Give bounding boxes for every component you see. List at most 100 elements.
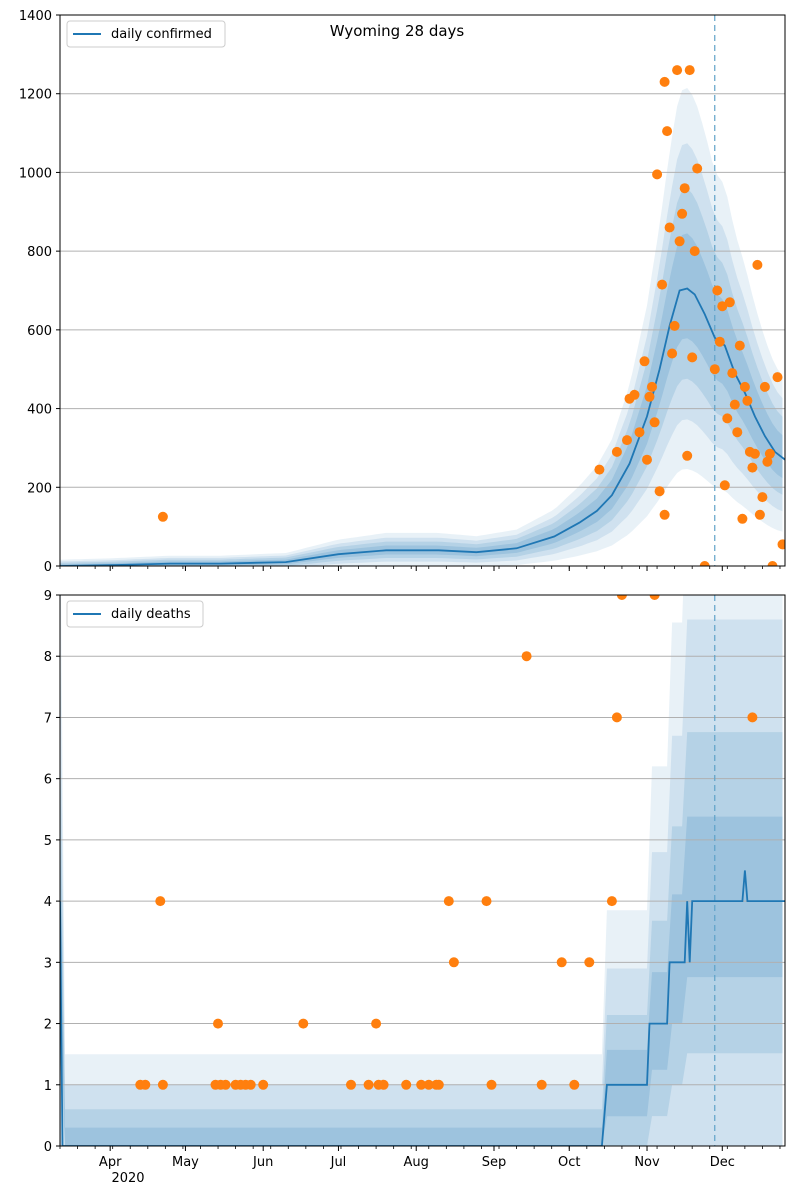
observed-point bbox=[622, 435, 632, 446]
observed-point bbox=[654, 486, 665, 497]
uncertainty-band bbox=[60, 816, 783, 1146]
legend-label: daily deaths bbox=[111, 607, 191, 622]
observed-point bbox=[699, 561, 710, 566]
observed-point bbox=[556, 957, 567, 968]
observed-point bbox=[664, 222, 675, 233]
y-tick-label: 1 bbox=[44, 1079, 52, 1094]
observed-point bbox=[346, 1079, 356, 1090]
observed-point bbox=[486, 1079, 497, 1090]
confirmed-y-axis: 0 200 400 600 800 1000 1200 1400 bbox=[19, 9, 60, 575]
observed-point bbox=[401, 1079, 412, 1090]
observed-point bbox=[245, 1079, 256, 1090]
observed-point bbox=[662, 126, 673, 137]
observed-point bbox=[521, 651, 532, 662]
observed-point bbox=[724, 297, 735, 308]
observed-point bbox=[433, 1079, 444, 1090]
observed-point bbox=[752, 259, 763, 270]
observed-point bbox=[448, 957, 459, 968]
deaths-panel: 0 1 2 3 4 5 6 7 8 9 daily deaths bbox=[44, 589, 786, 1155]
observed-point bbox=[709, 364, 720, 375]
y-tick-label: 6 bbox=[44, 773, 52, 788]
deaths-legend: daily deaths bbox=[66, 600, 204, 628]
series-line bbox=[60, 287, 785, 566]
y-tick-label: 2 bbox=[44, 1018, 52, 1033]
observed-point bbox=[689, 246, 700, 257]
observed-point bbox=[647, 381, 657, 392]
deaths-uncertainty-bands bbox=[60, 595, 783, 1146]
uncertainty-band bbox=[60, 595, 783, 1146]
observed-point bbox=[719, 480, 730, 491]
observed-point bbox=[642, 454, 652, 465]
observed-point bbox=[659, 509, 670, 520]
confirmed-panel: 0 200 400 600 800 1000 1200 1400 Wyoming 28 day… bbox=[19, 9, 786, 575]
observed-point bbox=[687, 352, 698, 363]
observed-point bbox=[378, 1079, 389, 1090]
x-tick-label: Aug bbox=[404, 1155, 429, 1170]
x-tick-label: Oct bbox=[558, 1155, 580, 1170]
x-axis-month-labels: Apr May Jun Jul Aug Sep Oct Nov Dec bbox=[99, 1155, 735, 1170]
observed-point bbox=[674, 236, 685, 247]
observed-point bbox=[737, 513, 748, 524]
observed-point bbox=[140, 1079, 151, 1090]
observed-point bbox=[213, 1018, 223, 1029]
y-tick-label: 1200 bbox=[19, 88, 52, 103]
confirmed-observed-points bbox=[157, 65, 785, 566]
y-tick-label: 1000 bbox=[19, 166, 52, 181]
observed-point bbox=[258, 1079, 269, 1090]
observed-point bbox=[734, 340, 745, 351]
y-tick-label: 0 bbox=[44, 1140, 52, 1155]
observed-point bbox=[762, 456, 773, 467]
observed-point bbox=[155, 896, 166, 907]
observed-point bbox=[659, 76, 670, 87]
observed-point bbox=[363, 1079, 374, 1090]
observed-point bbox=[754, 509, 765, 520]
x-tick-label: Dec bbox=[710, 1155, 735, 1170]
deaths-observed-points bbox=[135, 595, 758, 1090]
legend-box bbox=[66, 600, 204, 628]
x-tick-label: May bbox=[172, 1155, 199, 1170]
y-tick-label: 800 bbox=[27, 245, 52, 260]
observed-point bbox=[757, 492, 768, 503]
observed-point bbox=[616, 595, 627, 600]
confirmed-legend: daily confirmed bbox=[66, 20, 226, 48]
confirmed-line bbox=[60, 287, 785, 566]
observed-point bbox=[220, 1079, 231, 1090]
observed-point bbox=[569, 1079, 580, 1090]
deaths-line bbox=[60, 870, 785, 1146]
observed-point bbox=[677, 208, 688, 219]
y-tick-label: 4 bbox=[44, 895, 52, 910]
observed-point bbox=[481, 896, 492, 907]
observed-point bbox=[682, 450, 693, 461]
observed-point bbox=[714, 336, 725, 347]
uncertainty-band bbox=[60, 619, 783, 1146]
observed-point bbox=[423, 1079, 434, 1090]
x-tick-label: Nov bbox=[634, 1155, 660, 1170]
observed-point bbox=[767, 561, 778, 566]
observed-point bbox=[672, 65, 683, 76]
observed-point bbox=[684, 65, 695, 76]
observed-point bbox=[667, 348, 678, 359]
observed-point bbox=[739, 381, 750, 392]
deaths-y-axis: 0 1 2 3 4 5 6 7 8 9 bbox=[44, 589, 60, 1155]
y-tick-label: 3 bbox=[44, 956, 52, 971]
observed-point bbox=[611, 712, 622, 723]
y-tick-label: 0 bbox=[44, 560, 52, 575]
observed-point bbox=[416, 1079, 427, 1090]
observed-point bbox=[606, 896, 617, 907]
observed-point bbox=[649, 417, 660, 428]
observed-point bbox=[634, 427, 645, 438]
observed-point bbox=[298, 1018, 309, 1029]
chart-title: Wyoming 28 days bbox=[330, 22, 465, 40]
observed-point bbox=[759, 381, 770, 392]
observed-point bbox=[747, 712, 758, 723]
y-tick-label: 5 bbox=[44, 834, 52, 849]
x-axis-year-label: 2020 bbox=[111, 1171, 144, 1186]
observed-point bbox=[747, 462, 758, 473]
y-tick-label: 8 bbox=[44, 650, 52, 665]
y-tick-label: 200 bbox=[27, 481, 52, 496]
observed-point bbox=[629, 389, 640, 400]
legend-box bbox=[66, 20, 226, 48]
series-line bbox=[60, 870, 785, 1146]
observed-point bbox=[669, 320, 680, 331]
